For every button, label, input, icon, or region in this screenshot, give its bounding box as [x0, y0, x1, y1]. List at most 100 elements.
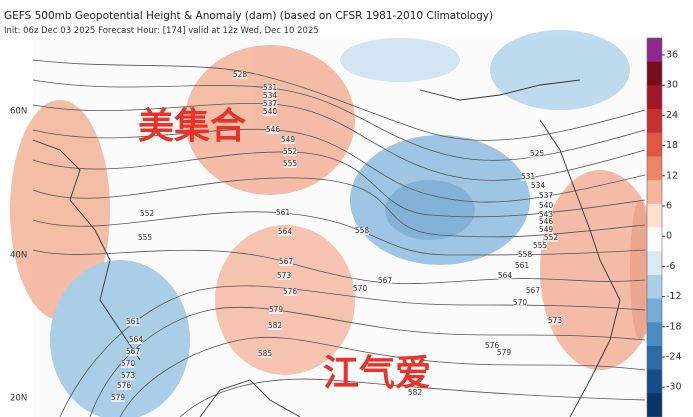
contour-label-bg [408, 389, 422, 397]
contour-label-bg [539, 211, 553, 219]
contour-label: 549 [539, 225, 554, 234]
colorbar-segment [647, 180, 662, 205]
contour-label: 585 [258, 349, 273, 358]
contour-labels: 5285315345375405465495525555615645675735… [111, 70, 562, 402]
colorbar-segment [647, 345, 662, 371]
title: GEFS 500mb Geopotential Height & Anomaly… [4, 10, 493, 22]
contour-label: 579 [497, 348, 512, 357]
contour-label: 570 [353, 284, 368, 293]
contour-label: 567 [526, 286, 541, 295]
contour-label: 540 [263, 107, 278, 116]
contour-label-bg [533, 242, 547, 250]
colorbar-segment [647, 156, 662, 181]
contour-label: 579 [269, 305, 284, 314]
contour-label-bg [263, 92, 277, 100]
contour-label: 558 [355, 226, 370, 235]
contour-label: 558 [518, 250, 533, 259]
contour-label: 573 [121, 371, 136, 380]
contour-label-bg [530, 150, 544, 158]
contour-label-bg [521, 173, 535, 181]
contour-label-bg [278, 228, 292, 236]
contour-label: 534 [531, 181, 546, 190]
contour-label: 543 [539, 210, 554, 219]
contour-label: 540 [539, 201, 554, 210]
colorbar-frame [646, 37, 663, 417]
contour-label-bg [268, 322, 282, 330]
colorbar-tick-label: -24 [666, 352, 682, 363]
contour-label-bg [129, 336, 143, 344]
contour-label-bg [138, 234, 152, 242]
contour-label-bg [539, 218, 553, 226]
contour-label-bg [111, 394, 125, 402]
colorbar-segment [647, 298, 662, 323]
contour-label-bg [263, 84, 277, 92]
contour-label: 570 [513, 298, 528, 307]
contour-label: 567 [279, 257, 294, 266]
subtitle: Init: 06z Dec 03 2025 Forecast Hour: [17… [4, 26, 319, 36]
contour-label: 564 [278, 227, 293, 236]
height-contours [32, 59, 646, 417]
contour-label-bg [283, 160, 297, 168]
contour-label-bg [378, 277, 392, 285]
latitude-label: 60N [10, 107, 27, 117]
contour-label: 567 [126, 347, 141, 356]
contour-label: 576 [117, 381, 132, 390]
contour-label: 564 [498, 271, 513, 280]
contour-label-bg [121, 372, 135, 380]
contour-label: 534 [263, 91, 278, 100]
colorbar-tick-label: -6 [666, 261, 675, 272]
contour-label: 552 [140, 209, 155, 218]
contour-label: 570 [121, 359, 136, 368]
contour-label: 552 [544, 233, 559, 242]
contour-label-bg [515, 262, 529, 270]
latitude-label: 40N [10, 251, 27, 261]
contour-label: 531 [263, 83, 278, 92]
contour-label: 555 [283, 159, 298, 168]
contour-label-bg [266, 126, 280, 134]
colorbar-tick-label: 36 [666, 50, 678, 61]
contour-label-bg [263, 100, 277, 108]
contour-label-bg [531, 182, 545, 190]
contour-label: 573 [277, 271, 292, 280]
contour-label-bg [518, 251, 532, 259]
colorbar-segment [647, 274, 662, 300]
contour-label: 576 [485, 341, 500, 350]
contour-label-bg [281, 136, 295, 144]
contour-label: 546 [266, 125, 281, 134]
overlay-label: 美集合 [138, 106, 246, 147]
colorbar-tick-label: 18 [666, 140, 678, 151]
colorbar-tick-label: 24 [666, 110, 678, 121]
colorbar-segment [647, 369, 662, 394]
contour-label-bg [233, 71, 247, 79]
contour-label: 537 [539, 191, 554, 200]
contour-label-bg [277, 272, 291, 280]
colorbar-tick-label: 12 [666, 170, 678, 181]
colorbar-segment [647, 227, 662, 252]
contour-label-bg [485, 342, 499, 350]
contour-label-bg [539, 226, 553, 234]
contour-label-bg [355, 227, 369, 235]
anomaly-shading [10, 30, 660, 417]
colorbar-segment [647, 393, 662, 417]
contour-label: 528 [233, 70, 248, 79]
colorbar: 36 30 24 18 12 6 0 -6 -12 -18 -24 -30 [646, 37, 682, 417]
contour-label: 552 [283, 147, 298, 156]
contour-label: 582 [408, 388, 423, 397]
contour-label-bg [258, 350, 272, 358]
contour-label: 579 [111, 393, 126, 402]
coastlines [32, 79, 621, 417]
contour-label: 555 [533, 241, 548, 250]
colorbar-tick-label: -18 [666, 321, 682, 332]
colorbar-tick-label: -12 [666, 291, 682, 302]
contour-label: 561 [126, 317, 141, 326]
latitude-label: 20N [10, 394, 27, 404]
contour-label-bg [140, 210, 154, 218]
contour-label: 567 [378, 276, 393, 285]
contour-label-bg [513, 299, 527, 307]
contour-label: 576 [283, 287, 298, 296]
contour-label-bg [269, 306, 283, 314]
contour-label-bg [121, 360, 135, 368]
colorbar-tick-label: -30 [666, 382, 682, 393]
